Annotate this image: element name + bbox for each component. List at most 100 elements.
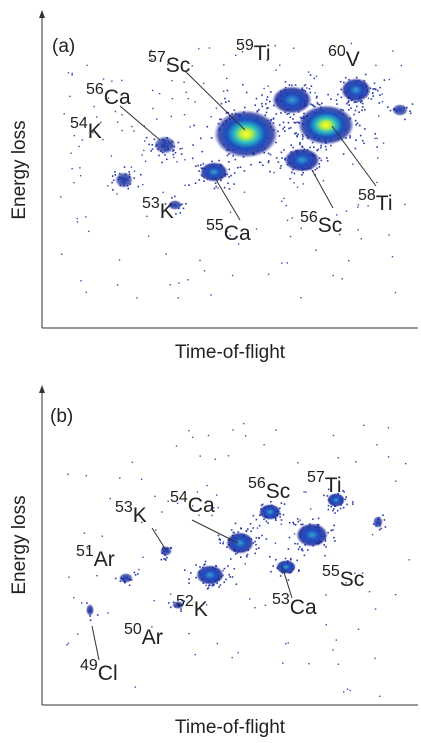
event-dot: [228, 100, 230, 103]
mass-number: 49: [80, 657, 98, 674]
event-dot: [387, 106, 389, 108]
event-dot: [93, 105, 95, 108]
mass-number: 52: [176, 593, 194, 610]
event-dot: [295, 132, 297, 134]
event-dot: [267, 85, 269, 87]
event-dot: [210, 294, 212, 296]
event-dot: [71, 72, 73, 75]
event-dot: [237, 531, 240, 533]
event-dot: [308, 88, 311, 90]
event-dot: [296, 186, 299, 188]
event-dot: [275, 157, 278, 159]
event-dot: [325, 148, 327, 151]
event-dot: [281, 262, 283, 264]
event-dot: [309, 74, 312, 76]
event-dot: [146, 215, 148, 218]
event-dot: [217, 534, 220, 537]
event-dot: [283, 126, 286, 128]
event-dot: [181, 599, 183, 602]
event-dot: [374, 133, 376, 135]
event-dot: [78, 145, 80, 148]
event-dot: [383, 79, 386, 81]
event-dot: [355, 139, 357, 141]
event-dot: [155, 529, 157, 531]
event-dot: [267, 522, 269, 524]
event-dot: [210, 137, 213, 139]
event-dot: [333, 536, 335, 539]
event-dot: [184, 569, 186, 571]
event-dot: [304, 84, 307, 86]
event-dot: [143, 149, 145, 152]
event-dot: [71, 168, 73, 170]
event-dot: [378, 528, 381, 531]
event-dot: [76, 221, 79, 223]
event-dot: [217, 506, 219, 509]
event-dot: [313, 105, 316, 108]
event-dot: [179, 148, 182, 150]
element: Ar: [94, 548, 115, 571]
event-dot: [293, 113, 295, 116]
isotope-label: 56Sc: [300, 209, 342, 237]
cluster: [168, 200, 182, 210]
event-dot: [121, 129, 123, 132]
event-dot: [67, 473, 69, 475]
isotope-label: 55Sc: [322, 563, 364, 591]
event-dot: [293, 172, 296, 175]
event-dot: [293, 121, 296, 124]
event-dot: [314, 169, 317, 171]
event-dot: [156, 118, 158, 120]
event-dot: [361, 139, 364, 142]
leader-lines: [91, 71, 377, 661]
event-dot: [355, 58, 357, 60]
event-dot: [208, 584, 210, 587]
event-dot: [309, 91, 312, 94]
event-dot: [226, 230, 228, 233]
event-dot: [383, 519, 386, 521]
event-dot: [226, 154, 229, 157]
event-dot: [263, 444, 265, 446]
isotope-label: 49Cl: [80, 657, 118, 685]
event-dot: [133, 170, 136, 172]
event-dot: [279, 64, 281, 66]
event-dot: [134, 686, 136, 688]
event-dot: [234, 238, 236, 240]
event-dot: [187, 97, 189, 100]
event-dot: [292, 521, 294, 524]
event-dot: [199, 259, 201, 262]
event-dot: [337, 457, 339, 459]
event-dot: [219, 118, 221, 121]
event-dot: [194, 101, 196, 103]
cluster: [276, 560, 296, 574]
event-dot: [164, 203, 167, 205]
event-dot: [142, 183, 144, 186]
event-dot: [116, 284, 119, 286]
event-dot: [333, 508, 335, 510]
event-dot: [320, 144, 322, 147]
event-dot: [198, 47, 200, 50]
event-dot: [284, 130, 286, 132]
leader-line: [214, 177, 241, 221]
event-dot: [247, 528, 249, 530]
event-dot: [354, 109, 357, 112]
isotope-label: 60V: [328, 43, 360, 71]
event-dot: [327, 531, 329, 534]
event-dot: [392, 50, 394, 52]
event-dot: [142, 556, 144, 558]
event-dot: [389, 109, 392, 112]
event-dot: [336, 509, 339, 512]
event-dot: [373, 82, 376, 85]
event-dot: [230, 558, 232, 560]
event-dot: [275, 519, 277, 521]
event-dot: [167, 63, 169, 66]
event-dot: [66, 644, 68, 646]
leader-line: [331, 125, 377, 187]
event-dot: [206, 484, 208, 487]
event-dot: [326, 495, 329, 497]
event-dot: [343, 81, 345, 84]
event-dot: [346, 688, 349, 690]
event-dot: [216, 494, 218, 496]
event-dot: [230, 529, 233, 531]
event-dot: [128, 584, 131, 587]
event-dot: [195, 165, 197, 167]
event-dot: [161, 511, 163, 513]
